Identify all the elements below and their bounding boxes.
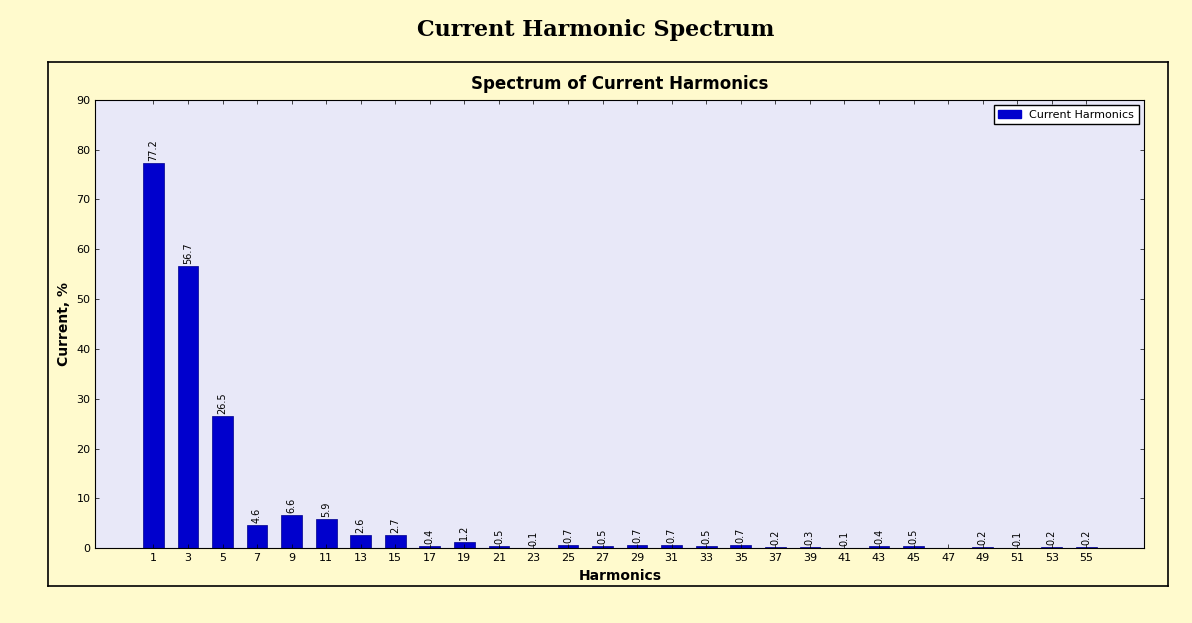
Text: 26.5: 26.5 [217,392,228,414]
Bar [904,546,924,548]
Text: 0.2: 0.2 [770,530,781,545]
Bar [731,545,751,548]
Bar [1076,547,1097,548]
Text: 0.5: 0.5 [493,528,504,544]
Bar [385,535,405,548]
Title: Spectrum of Current Harmonics: Spectrum of Current Harmonics [471,75,769,93]
Bar [454,542,474,548]
Text: 0.3: 0.3 [805,530,815,545]
Bar [420,546,440,548]
Text: 0.5: 0.5 [597,528,608,544]
Text: 0.1: 0.1 [839,531,850,546]
Text: Current Harmonic Spectrum: Current Harmonic Spectrum [417,19,775,40]
Text: 0.1: 0.1 [1012,531,1023,546]
Bar [627,545,647,548]
Text: 0.2: 0.2 [1081,530,1091,545]
Text: 0.7: 0.7 [735,528,746,543]
Text: 0.5: 0.5 [908,528,919,544]
Bar [696,546,716,548]
Bar [281,515,302,548]
Bar [178,265,198,548]
Text: 56.7: 56.7 [182,242,193,264]
Text: 0.5: 0.5 [701,528,712,544]
Bar [558,545,578,548]
Text: 1.2: 1.2 [459,525,470,540]
Text: 0.7: 0.7 [632,528,642,543]
Text: 0.4: 0.4 [424,529,435,545]
Bar [247,525,267,548]
Text: 2.6: 2.6 [355,518,366,533]
Bar [350,535,371,548]
Text: 0.4: 0.4 [874,529,884,545]
Bar [765,547,786,548]
Legend: Current Harmonics: Current Harmonics [994,105,1138,124]
Text: 0.7: 0.7 [666,528,677,543]
Text: 0.7: 0.7 [563,528,573,543]
X-axis label: Harmonics: Harmonics [578,569,662,583]
Text: 4.6: 4.6 [252,508,262,523]
Bar [869,546,889,548]
Text: 6.6: 6.6 [286,498,297,513]
Text: 77.2: 77.2 [149,140,159,161]
Bar [316,519,336,548]
Text: 0.1: 0.1 [528,531,539,546]
Bar [973,547,993,548]
Bar [143,163,163,548]
Bar [800,547,820,548]
Bar [489,546,509,548]
Bar [592,546,613,548]
Bar [662,545,682,548]
Text: 5.9: 5.9 [321,502,331,517]
Bar [212,416,232,548]
Text: 2.7: 2.7 [390,517,401,533]
Y-axis label: Current, %: Current, % [57,282,70,366]
Text: 0.2: 0.2 [1047,530,1057,545]
Text: 0.2: 0.2 [977,530,988,545]
Bar [1042,547,1062,548]
